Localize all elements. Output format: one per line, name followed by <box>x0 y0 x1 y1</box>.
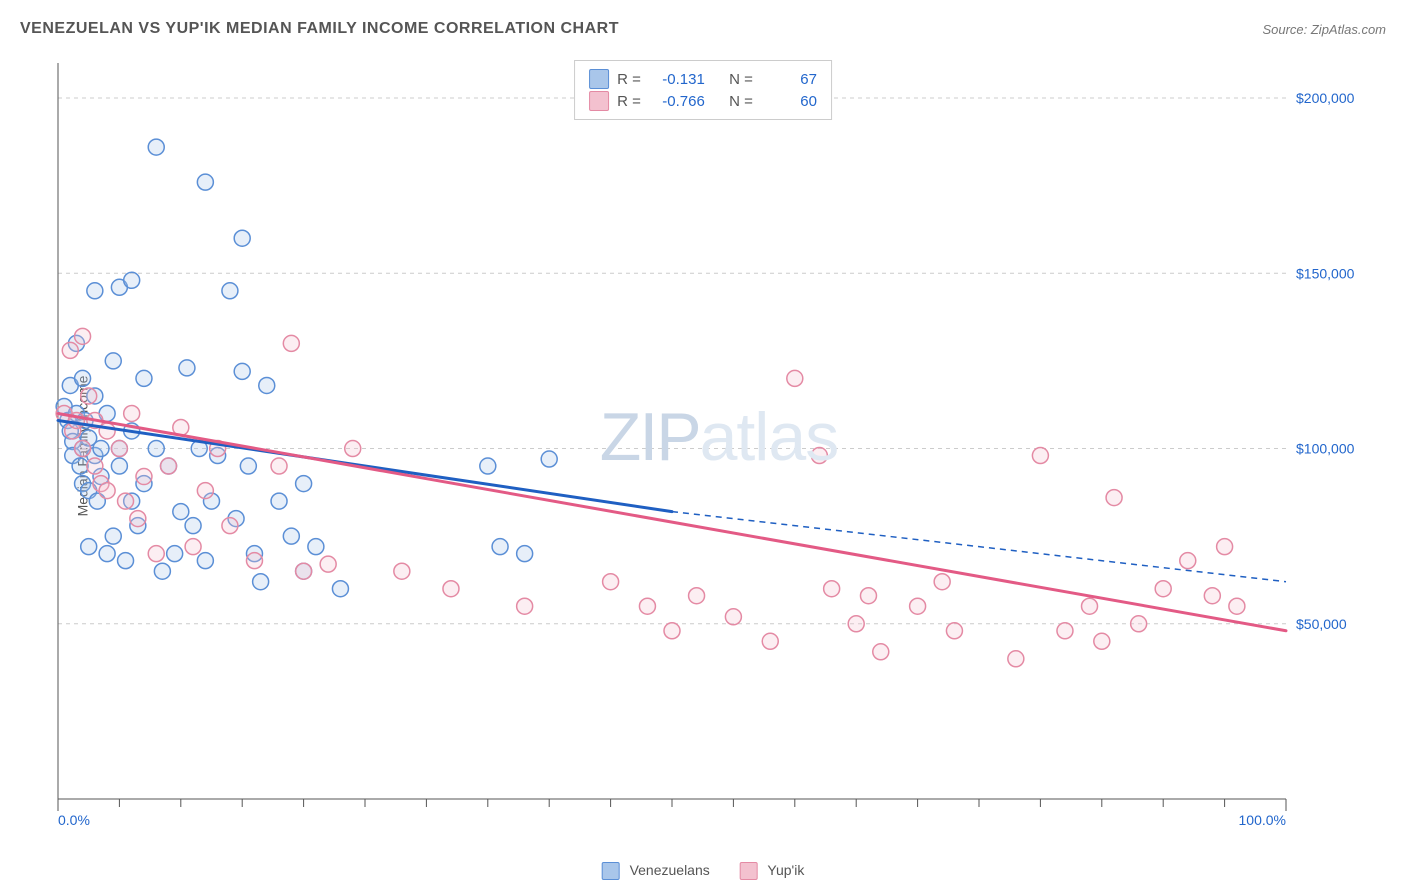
swatch-venezuelans <box>589 69 609 89</box>
legend-item-yupik: Yup'ik <box>740 862 805 880</box>
legend-label: Yup'ik <box>767 862 804 878</box>
stats-row-yupik: R = -0.766 N = 60 <box>589 91 817 111</box>
n-label: N = <box>729 93 753 110</box>
chart-title: VENEZUELAN VS YUP'IK MEDIAN FAMILY INCOM… <box>20 20 619 38</box>
stats-row-venezuelans: R = -0.131 N = 67 <box>589 69 817 89</box>
svg-text:$150,000: $150,000 <box>1296 265 1355 281</box>
scatter-chart: 0.0% 100.0% $50,000 $100,000 $150,000 $200,00… <box>52 55 1386 835</box>
r-label: R = <box>617 93 641 110</box>
legend-item-venezuelans: Venezuelans <box>602 862 710 880</box>
swatch-icon <box>602 862 620 880</box>
svg-text:$200,000: $200,000 <box>1296 90 1355 106</box>
chart-container: VENEZUELAN VS YUP'IK MEDIAN FAMILY INCOM… <box>0 0 1406 892</box>
r-label: R = <box>617 71 641 88</box>
n-value: 67 <box>761 71 817 88</box>
n-label: N = <box>729 71 753 88</box>
stats-legend-box: R = -0.131 N = 67 R = -0.766 N = 60 <box>574 60 832 120</box>
svg-text:0.0%: 0.0% <box>58 812 90 828</box>
svg-text:100.0%: 100.0% <box>1239 812 1286 828</box>
svg-text:$100,000: $100,000 <box>1296 441 1355 457</box>
legend-label: Venezuelans <box>630 862 710 878</box>
n-value: 60 <box>761 93 817 110</box>
legend-bottom: Venezuelans Yup'ik <box>602 862 805 880</box>
swatch-icon <box>740 862 758 880</box>
r-value: -0.766 <box>649 93 705 110</box>
swatch-yupik <box>589 91 609 111</box>
r-value: -0.131 <box>649 71 705 88</box>
source-label: Source: ZipAtlas.com <box>1262 22 1386 37</box>
svg-text:$50,000: $50,000 <box>1296 616 1347 632</box>
plot-area: 0.0% 100.0% $50,000 $100,000 $150,000 $200,00… <box>52 55 1386 835</box>
